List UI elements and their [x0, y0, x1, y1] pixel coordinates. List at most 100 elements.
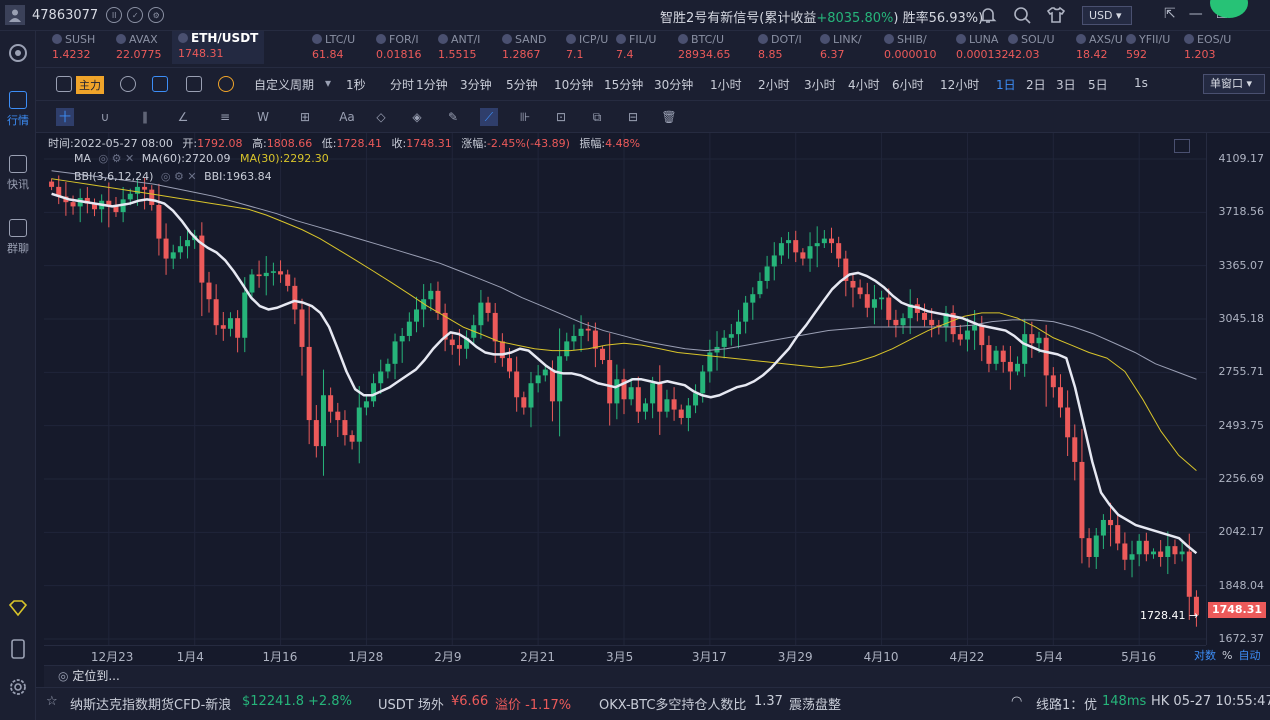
usdt-label[interactable]: USDT 场外 [378, 698, 444, 713]
draw-tool-8-icon[interactable]: ◇ [376, 110, 386, 124]
draw-tool-15-icon[interactable]: ⊟ [627, 110, 639, 124]
ticker-9[interactable]: BTC/U 28934.65 [678, 33, 731, 61]
period-4[interactable]: 5分钟 [506, 78, 538, 92]
period-17[interactable]: 5日 [1088, 78, 1108, 92]
ticker-14[interactable]: SOL/U 42.03 [1008, 33, 1055, 61]
pause-icon[interactable]: II [106, 7, 123, 23]
locate-bar[interactable]: ◎ 定位到... [44, 665, 1270, 687]
ticker-15[interactable]: AXS/U 18.42 [1076, 33, 1123, 61]
draw-tool-9-icon[interactable]: ◈ [412, 110, 422, 124]
ticker-5[interactable]: ANT/I 1.5515 [438, 33, 480, 61]
bell-icon[interactable] [978, 5, 998, 25]
fullscreen-icon[interactable] [1174, 139, 1190, 153]
eye-icon[interactable]: ◎ ⚙ ✕ [160, 170, 197, 183]
ticker-8[interactable]: FIL/U 7.4 [616, 33, 656, 61]
currency-select[interactable]: USD ▾ [1082, 6, 1132, 25]
log-scale-toggle[interactable]: 对数 [1194, 649, 1216, 662]
ticker-4[interactable]: FOR/I 0.01816 [376, 33, 422, 61]
search-icon[interactable] [1012, 5, 1032, 25]
period-0[interactable]: 1秒 [346, 78, 366, 92]
shirt-icon[interactable] [1046, 5, 1066, 25]
diamond-icon[interactable] [0, 599, 36, 620]
main-chart-button[interactable]: 主力 [76, 76, 104, 94]
restore-icon[interactable]: ⇱ [1164, 6, 1176, 22]
sidebar-item-chat[interactable]: 群聊 [0, 219, 36, 256]
draw-icon[interactable] [152, 76, 168, 92]
ticker-1[interactable]: AVAX 22.0775 [116, 33, 162, 61]
window-mode-select[interactable]: 单窗口 ▾ [1203, 74, 1265, 94]
draw-tool-13-icon[interactable]: ⊡ [555, 110, 567, 124]
period-5[interactable]: 10分钟 [554, 78, 594, 92]
chart-type-icon[interactable] [56, 76, 72, 92]
sidebar-item-news[interactable]: 快讯 [0, 155, 36, 192]
minimize-icon[interactable]: — [1188, 6, 1203, 22]
ticker-13[interactable]: LUNA 0.000132 [956, 33, 1009, 61]
draw-tool-6-icon[interactable]: ⊞ [299, 110, 311, 124]
ticker-17[interactable]: EOS/U 1.203 [1184, 33, 1231, 61]
phone-icon[interactable] [0, 639, 36, 662]
draw-tool-5-icon[interactable]: W [257, 110, 269, 124]
ticker-2[interactable]: ETH/USDT 1748.31 [172, 31, 265, 64]
period-13[interactable]: 12小时 [940, 78, 980, 92]
settings-icon[interactable]: ⚙ [148, 7, 165, 23]
ticker-7[interactable]: ICP/U 7.1 [566, 33, 608, 61]
time-axis[interactable]: 12月23 1月4 1月16 1月28 2月9 2月21 3月5 3月17 3月29 4月10 4月… [44, 645, 1206, 665]
draw-tool-10-icon[interactable]: ✎ [447, 110, 459, 124]
period-7[interactable]: 30分钟 [654, 78, 694, 92]
ticker-10[interactable]: DOT/I 8.85 [758, 33, 802, 61]
draw-tool-7-icon[interactable]: Aa [339, 110, 355, 124]
draw-tool-0-icon[interactable]: 十 [56, 108, 74, 126]
draw-tool-11-icon[interactable]: ⟋ [480, 108, 498, 126]
draw-tool-16-icon[interactable]: 🗑 [661, 110, 677, 124]
signal-notice[interactable]: 智胜2号有新信号(累计收益+8035.80%) 胜率56.93%) [660, 7, 983, 26]
sidebar-item-market[interactable]: 行情 [0, 91, 36, 128]
avatar[interactable] [5, 5, 25, 25]
ticker-3[interactable]: LTC/U 61.84 [312, 33, 355, 61]
draw-tool-3-icon[interactable]: ∠ [177, 110, 189, 124]
percent-toggle[interactable]: % [1222, 649, 1233, 662]
custom-period-select[interactable]: 自定义周期 [254, 78, 315, 92]
star-icon[interactable]: ☆ [46, 694, 58, 709]
auto-scale-toggle[interactable]: 自动 [1238, 649, 1261, 662]
calendar-icon[interactable] [186, 76, 202, 92]
period-14[interactable]: 1日 [996, 78, 1016, 92]
period-2[interactable]: 1分钟 [416, 78, 448, 92]
coin-icon [502, 34, 512, 44]
ticker-0[interactable]: SUSH 1.4232 [52, 33, 95, 61]
draw-tool-12-icon[interactable]: ⊪ [519, 110, 531, 124]
eye-icon[interactable]: ◎ ⚙ ✕ [98, 152, 135, 165]
candle-body [70, 202, 76, 207]
chevron-down-icon[interactable]: ▾ [325, 76, 332, 90]
period-6[interactable]: 15分钟 [604, 78, 644, 92]
kline-chart[interactable]: 时间:2022-05-27 08:00 开:1792.08 高:1808.66 … [44, 133, 1270, 645]
period-9[interactable]: 2小时 [758, 78, 790, 92]
ticker-6[interactable]: SAND 1.2867 [502, 33, 546, 61]
period-11[interactable]: 4小时 [848, 78, 880, 92]
nasdaq-label[interactable]: 纳斯达克指数期货CFD-新浪 [70, 698, 232, 713]
draw-tool-14-icon[interactable]: ⧉ [592, 110, 602, 124]
period-3[interactable]: 3分钟 [460, 78, 492, 92]
kline-canvas[interactable] [44, 133, 1206, 645]
gear-icon[interactable] [0, 677, 36, 700]
ticker-12[interactable]: SHIB/0.000010 [884, 33, 937, 61]
okx-label[interactable]: OKX-BTC多空持仓人数比 [599, 698, 747, 713]
period-8[interactable]: 1小时 [710, 78, 742, 92]
line-label[interactable]: 线路1： [1036, 698, 1084, 713]
draw-tool-2-icon[interactable]: ∥ [142, 110, 148, 124]
draw-tool-4-icon[interactable]: ≡ [219, 110, 231, 124]
coin-icon[interactable] [218, 76, 234, 92]
second-period[interactable]: 1s [1134, 76, 1148, 90]
period-10[interactable]: 3小时 [804, 78, 836, 92]
draw-tool-1-icon[interactable]: ∪ [100, 110, 110, 124]
indicator-icon[interactable] [120, 76, 136, 92]
ma-name[interactable]: MA [74, 152, 92, 165]
ticker-11[interactable]: LINK/6.37 [820, 33, 862, 61]
price-axis[interactable]: 4109.17 3718.56 3365.07 3045.18 2755.71 2493.… [1206, 133, 1270, 645]
check-icon[interactable]: ✓ [127, 7, 144, 23]
bbi-name[interactable]: BBI(3,6,12,24) [74, 170, 154, 183]
period-16[interactable]: 3日 [1056, 78, 1076, 92]
ticker-16[interactable]: YFII/U 592 [1126, 33, 1170, 61]
period-12[interactable]: 6小时 [892, 78, 924, 92]
period-1[interactable]: 分时 [390, 78, 415, 92]
period-15[interactable]: 2日 [1026, 78, 1046, 92]
